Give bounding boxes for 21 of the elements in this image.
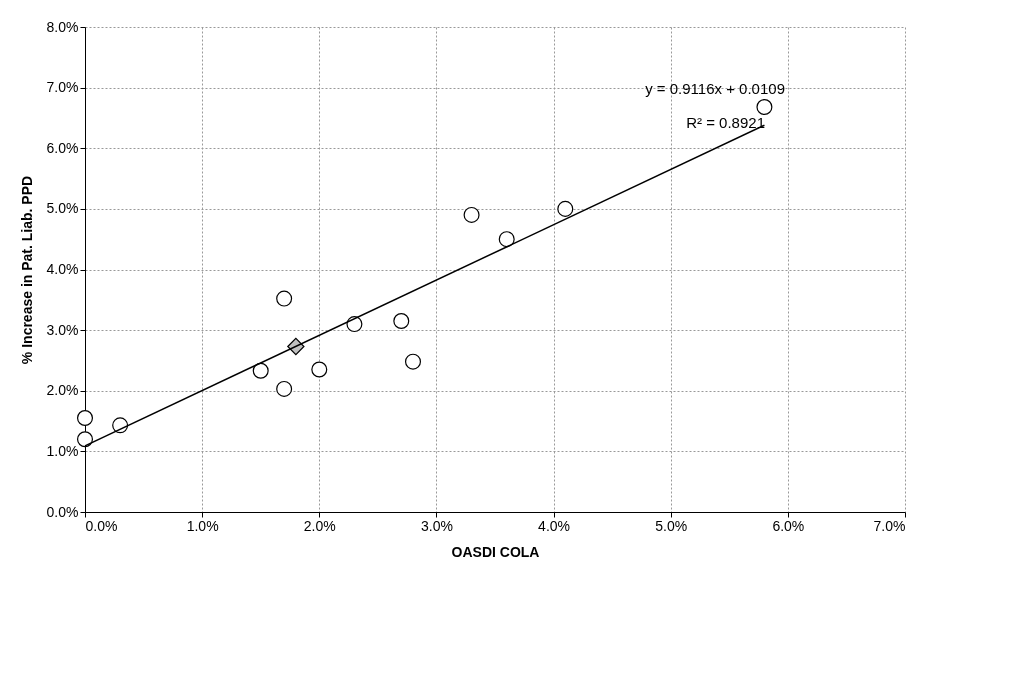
y-tick-label: 6.0% xyxy=(46,139,79,156)
y-tick-label: 7.0% xyxy=(46,79,79,96)
y-tick-label: 5.0% xyxy=(46,200,79,217)
y-tick-label: 3.0% xyxy=(46,321,79,338)
annotation: R² = 0.8921 xyxy=(686,114,765,131)
x-axis-title: OASDI COLA xyxy=(451,543,540,560)
y-tick-label: 1.0% xyxy=(46,442,79,459)
x-tick-label: 5.0% xyxy=(655,517,688,534)
y-axis-title: % Increase in Pat. Liab. PPD xyxy=(18,175,35,365)
x-tick-label: 0.0% xyxy=(85,517,118,534)
y-tick-label: 8.0% xyxy=(46,18,79,35)
x-tick-label: 6.0% xyxy=(772,517,805,534)
x-tick-label: 7.0% xyxy=(873,517,906,534)
x-tick-label: 2.0% xyxy=(303,517,336,534)
annotation: y = 0.9116x + 0.0109 xyxy=(645,80,785,97)
y-tick-label: 2.0% xyxy=(46,382,79,399)
x-tick-label: 1.0% xyxy=(186,517,219,534)
x-tick-label: 4.0% xyxy=(538,517,571,534)
x-tick-label: 3.0% xyxy=(420,517,453,534)
y-tick-label: 0.0% xyxy=(46,503,79,520)
y-tick-label: 4.0% xyxy=(46,261,79,277)
